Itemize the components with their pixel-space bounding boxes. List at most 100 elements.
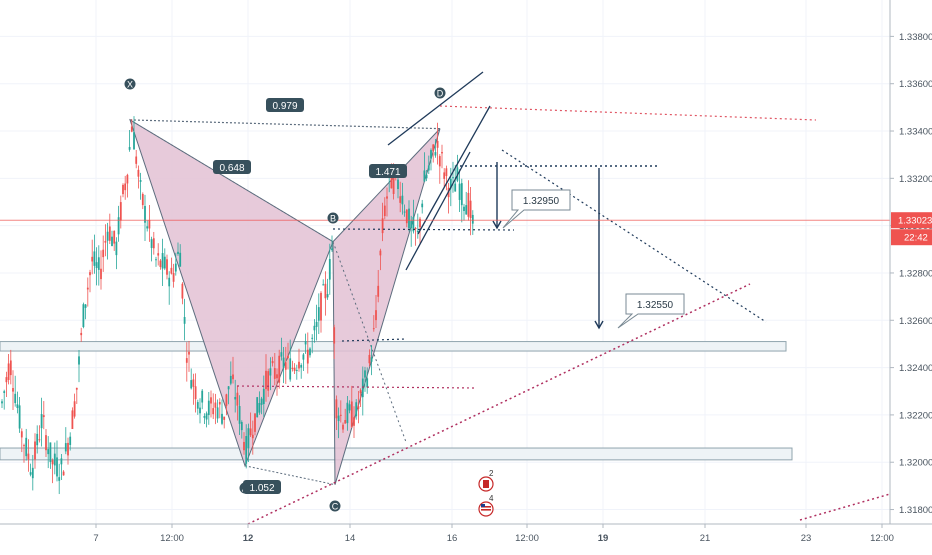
candle-body xyxy=(188,351,190,355)
candle xyxy=(249,412,252,437)
candle xyxy=(372,315,375,332)
candle-body xyxy=(432,144,435,152)
candle xyxy=(328,243,331,295)
candle-body xyxy=(49,442,52,463)
candle xyxy=(170,257,173,275)
candle xyxy=(245,424,248,469)
candle xyxy=(339,400,342,423)
pattern-triangle-bcd xyxy=(332,128,441,485)
candle-body xyxy=(201,390,204,403)
candle xyxy=(386,187,388,217)
candle xyxy=(166,254,168,280)
candle-body xyxy=(331,248,333,251)
candle-body xyxy=(436,140,439,148)
candle xyxy=(146,220,149,232)
candle xyxy=(122,183,124,198)
price-tick-label: 1.33600 xyxy=(899,79,932,90)
candle-body xyxy=(159,260,162,268)
candle-body xyxy=(177,251,179,254)
time-tick-label: 7 xyxy=(93,533,98,544)
point-label-c-bg xyxy=(329,500,341,512)
price-tick-label: 1.31800 xyxy=(899,505,932,516)
candle xyxy=(427,155,430,175)
candle-body xyxy=(146,226,149,229)
candle xyxy=(159,258,162,270)
candle-body xyxy=(27,453,30,460)
candle-body xyxy=(216,407,219,419)
candle xyxy=(148,204,151,242)
candle-body xyxy=(170,267,173,274)
candle xyxy=(251,420,254,455)
candle-body xyxy=(172,273,175,282)
candle xyxy=(434,139,437,158)
candle-body xyxy=(284,362,287,370)
price-tick-label: 1.32200 xyxy=(899,410,932,421)
point-label-x: X xyxy=(124,78,136,90)
candle xyxy=(20,428,23,453)
ac-connector xyxy=(244,465,336,486)
candle-body xyxy=(205,413,208,420)
candle-body xyxy=(311,337,314,339)
candle-body xyxy=(221,413,223,424)
candle-body xyxy=(126,174,129,184)
current-price-label: 1.33023 xyxy=(898,216,932,227)
time-tick-label: 16 xyxy=(447,533,458,544)
candle-body xyxy=(29,472,32,475)
candle-body xyxy=(196,402,199,409)
candle xyxy=(381,202,384,242)
candle-body xyxy=(463,206,465,212)
candle-body xyxy=(157,253,160,256)
candle-body xyxy=(251,434,254,439)
trend-lines xyxy=(0,71,891,525)
candle-body xyxy=(152,238,155,249)
candle-body xyxy=(174,263,177,272)
candle-body xyxy=(183,317,186,324)
candle-body xyxy=(342,424,344,430)
candle xyxy=(78,349,80,383)
candle xyxy=(218,398,221,419)
candle xyxy=(280,337,283,361)
candle-body xyxy=(460,183,463,206)
price-axis[interactable]: 1.338001.336001.334001.332001.330001.328… xyxy=(889,0,932,524)
candle xyxy=(300,363,303,379)
candle xyxy=(383,197,386,220)
candle xyxy=(412,199,415,234)
candle xyxy=(447,182,450,214)
candle xyxy=(5,371,8,397)
candle-body xyxy=(122,184,124,195)
candle-body xyxy=(75,387,78,390)
ratio-label-bg xyxy=(369,164,407,178)
price-tick-label: 1.33200 xyxy=(899,174,932,185)
candle-body xyxy=(31,467,34,479)
event-marker-us: 4 xyxy=(478,494,494,517)
candle-body xyxy=(295,369,298,371)
candle-body xyxy=(438,156,441,167)
candle xyxy=(113,230,116,251)
candle xyxy=(438,154,441,184)
candle xyxy=(27,439,30,472)
candle xyxy=(84,303,87,320)
candle xyxy=(410,215,413,247)
candle xyxy=(304,333,307,354)
candle-body xyxy=(254,413,256,432)
candle xyxy=(69,432,72,451)
candle-body xyxy=(42,415,45,418)
candle xyxy=(355,399,358,420)
candle-body xyxy=(223,416,226,420)
candle xyxy=(9,349,12,385)
candle xyxy=(416,213,419,239)
candle-body xyxy=(238,406,241,424)
time-tick-label: 19 xyxy=(598,533,609,544)
candle-body xyxy=(78,356,80,365)
candle-body xyxy=(392,172,395,194)
candle-body xyxy=(346,402,349,424)
candle xyxy=(460,178,463,223)
candle xyxy=(370,345,373,376)
candle xyxy=(214,393,217,425)
candle-body xyxy=(408,208,410,229)
price-tick-label: 1.32000 xyxy=(899,458,932,469)
candle xyxy=(306,332,309,374)
time-axis[interactable]: 7 12:00 12 14 16 12:00 19 21 23 12:00 xyxy=(0,523,932,544)
candle xyxy=(405,209,408,228)
candle xyxy=(216,399,219,423)
